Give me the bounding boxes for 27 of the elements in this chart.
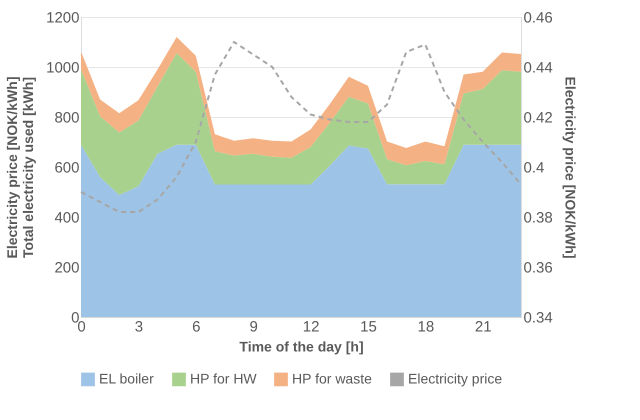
x-tick-label: 18 [418, 318, 434, 336]
legend-label: EL boiler [99, 370, 154, 386]
legend-label: HP for HW [190, 370, 258, 386]
y2-tick-label: 0.36 [524, 260, 553, 276]
x-tick-label: 6 [192, 318, 200, 336]
y-tick-label: 1200 [46, 10, 80, 26]
legend-label: HP for waste [292, 370, 372, 386]
x-axis-title: Time of the day [h] [239, 338, 364, 354]
y2-axis-title: Electricity price [NOK/kWh] [562, 76, 579, 259]
x-tick-label: 15 [360, 318, 377, 336]
y2-tick-label: 0.4 [524, 160, 544, 176]
y2-tick-label: 0.42 [524, 110, 553, 126]
y-tick-label: 600 [54, 160, 80, 176]
y-tick-label: 1000 [46, 60, 80, 76]
x-tick-label: 9 [250, 318, 258, 336]
legend-label: Electricity price [408, 370, 502, 386]
y-axis-title: Electricity price [NOK/kWh] Total electricity used [kWh] [4, 76, 36, 259]
y-tick-label: 200 [54, 260, 80, 276]
y2-tick-label: 0.44 [524, 60, 553, 76]
x-tick-label: 3 [134, 318, 144, 336]
y2-tick-label: 0.38 [524, 210, 553, 226]
y-tick-label: 800 [54, 110, 80, 126]
x-tick-label: 12 [302, 318, 320, 336]
y2-tick-label: 0.34 [524, 310, 553, 326]
x-tick-label: 21 [474, 318, 492, 336]
y2-tick-label: 0.46 [524, 10, 553, 26]
y-tick-label: 400 [54, 210, 80, 226]
